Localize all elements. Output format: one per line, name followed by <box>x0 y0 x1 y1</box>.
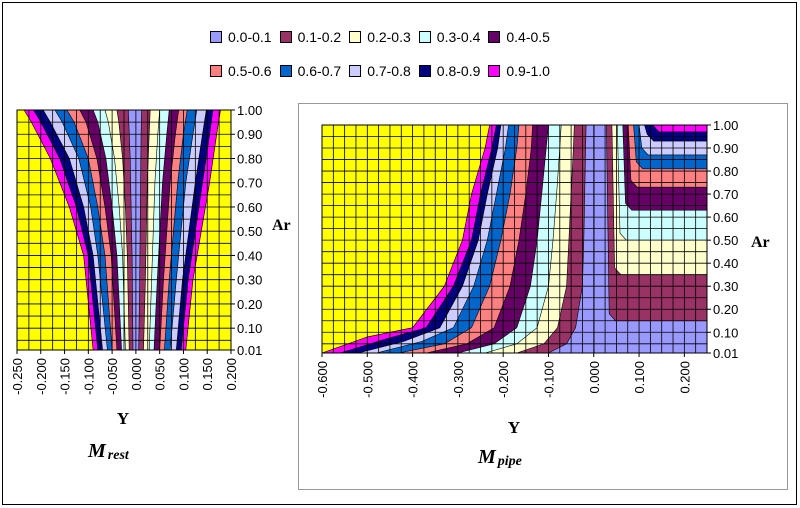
left-x-axis-title: Y <box>117 409 129 428</box>
legend-label: 0.5-0.6 <box>228 63 272 79</box>
legend-row-1: 0.0-0.1 0.1-0.2 0.2-0.3 0.3-0.4 0.4-0.5 <box>210 25 630 49</box>
legend-label: 0.3-0.4 <box>436 29 481 45</box>
right-y-tick-label: 0.20 <box>713 302 738 317</box>
legend-item: 0.5-0.6 <box>210 63 272 79</box>
left-x-tick-label: -0.050 <box>105 358 120 395</box>
legend-label: 0.1-0.2 <box>297 29 342 45</box>
left-y-tick-label: 0.01 <box>237 343 262 358</box>
right-chart-panel <box>298 103 788 490</box>
right-x-tick-label: -0.100 <box>541 361 556 398</box>
legend-label: 0.6-0.7 <box>297 63 342 79</box>
left-title-sub: rest <box>108 448 130 463</box>
left-y-tick-label: 0.90 <box>237 127 262 142</box>
legend-label: 0.7-0.8 <box>367 63 411 79</box>
right-title-sub: pipe <box>497 454 522 469</box>
right-x-tick-label: -0.400 <box>406 361 421 398</box>
left-y-tick-label: 0.30 <box>237 273 262 288</box>
legend: 0.0-0.1 0.1-0.2 0.2-0.3 0.3-0.4 0.4-0.5 … <box>210 25 630 93</box>
legend-label: 0.0-0.1 <box>228 29 272 45</box>
right-x-tick-label: 0.000 <box>587 361 602 394</box>
legend-swatch <box>210 31 222 43</box>
right-title-main: M <box>477 446 497 468</box>
legend-label: 0.8-0.9 <box>436 63 481 79</box>
legend-swatch <box>488 31 501 43</box>
legend-item: 0.6-0.7 <box>279 63 342 79</box>
left-x-tick-label: -0.150 <box>58 358 73 395</box>
legend-item: 0.1-0.2 <box>279 29 342 45</box>
right-y-tick-label: 0.10 <box>713 325 738 340</box>
right-y-tick-label: 0.50 <box>713 233 738 248</box>
legend-item: 0.3-0.4 <box>418 29 481 45</box>
left-y-tick-label: 0.20 <box>237 297 262 312</box>
legend-swatch <box>349 65 362 77</box>
left-x-tick-label: 0.050 <box>153 358 168 391</box>
right-y-tick-label: 0.90 <box>713 141 738 156</box>
left-x-tick-label: 0.000 <box>129 358 144 391</box>
left-x-tick-label: -0.200 <box>34 358 49 395</box>
left-y-tick-label: 0.80 <box>237 151 262 166</box>
left-plot-area <box>16 109 232 351</box>
legend-label: 0.4-0.5 <box>506 29 550 45</box>
left-title-main: M <box>87 440 107 462</box>
right-plot-area <box>321 124 708 354</box>
left-y-tick-label: 0.40 <box>237 248 262 263</box>
right-x-axis-title: Y <box>508 418 520 437</box>
right-y-tick-label: 0.60 <box>713 210 738 225</box>
right-axes: 0.01 0.10 0.20 0.30 0.40 0.50 0.60 0.70 0.80 0.90… <box>315 118 738 398</box>
legend-swatch <box>418 31 431 43</box>
left-x-tick-label: -0.100 <box>81 358 96 395</box>
legend-item: 0.2-0.3 <box>349 29 411 45</box>
left-x-tick-label: -0.250 <box>10 358 25 395</box>
left-x-tick-label: 0.150 <box>200 358 215 391</box>
left-x-tick-label: 0.100 <box>176 358 191 391</box>
left-y-tick-label: 0.70 <box>237 176 262 191</box>
right-x-tick-label: 0.200 <box>677 361 692 394</box>
right-y-tick-label: 0.30 <box>713 279 738 294</box>
left-y-tick-label: 0.10 <box>237 321 262 336</box>
right-x-tick-label: 0.100 <box>632 361 647 394</box>
legend-item: 0.7-0.8 <box>349 63 411 79</box>
legend-item: 0.0-0.1 <box>210 29 272 45</box>
right-y-axis-title: Ar <box>751 234 770 251</box>
legend-item: 0.9-1.0 <box>488 63 550 79</box>
legend-swatch <box>488 65 501 77</box>
right-x-tick-label: -0.300 <box>451 361 466 398</box>
legend-swatch <box>210 65 222 77</box>
right-x-tick-label: -0.500 <box>360 361 375 398</box>
legend-swatch <box>418 65 431 77</box>
right-y-tick-label: 0.01 <box>713 346 738 361</box>
legend-item: 0.8-0.9 <box>418 63 481 79</box>
legend-swatch <box>279 31 292 43</box>
right-y-tick-label: 0.40 <box>713 256 738 271</box>
legend-label: 0.9-1.0 <box>506 63 550 79</box>
legend-item: 0.4-0.5 <box>488 29 550 45</box>
left-axes: 0.01 0.10 0.20 0.30 0.40 0.50 0.60 0.70 0.80 0.90… <box>10 103 262 395</box>
right-x-tick-label: -0.200 <box>496 361 511 398</box>
left-y-axis-title: Ar <box>272 217 291 234</box>
right-x-tick-label: -0.600 <box>315 361 330 398</box>
legend-swatch <box>279 65 292 77</box>
legend-row-2: 0.5-0.6 0.6-0.7 0.7-0.8 0.8-0.9 0.9-1.0 <box>210 59 630 83</box>
legend-swatch <box>349 31 362 43</box>
right-right-band-0.9-1.0 <box>649 124 708 133</box>
left-x-tick-label: 0.200 <box>224 358 239 391</box>
left-y-tick-label: 1.00 <box>237 103 262 118</box>
left-y-tick-label: 0.50 <box>237 224 262 239</box>
legend-label: 0.2-0.3 <box>367 29 411 45</box>
right-y-tick-label: 1.00 <box>713 118 738 133</box>
left-y-tick-label: 0.60 <box>237 200 262 215</box>
right-y-tick-label: 0.80 <box>713 164 738 179</box>
right-y-tick-label: 0.70 <box>713 187 738 202</box>
